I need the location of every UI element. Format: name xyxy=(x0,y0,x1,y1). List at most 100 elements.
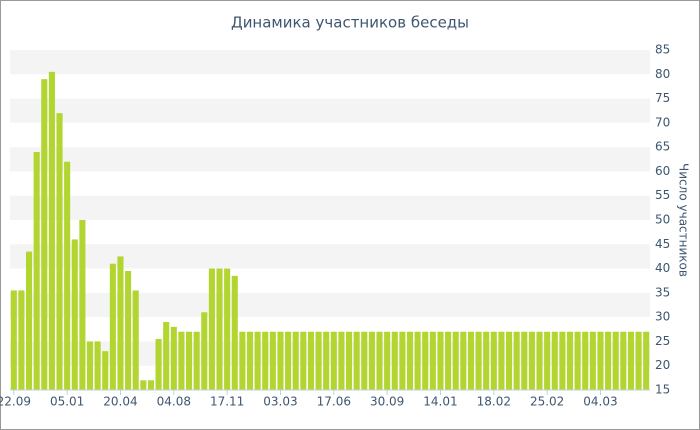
bar xyxy=(277,331,284,390)
bar xyxy=(41,79,48,391)
bar xyxy=(384,331,391,390)
bar xyxy=(338,331,345,390)
bar xyxy=(376,331,383,390)
bar xyxy=(79,220,86,390)
bar xyxy=(399,331,406,390)
bar xyxy=(414,331,421,390)
bar xyxy=(330,331,337,390)
x-tick-label: 18.02 xyxy=(477,395,511,409)
bar xyxy=(186,331,193,390)
bar xyxy=(109,263,116,390)
bar xyxy=(56,113,63,391)
y-tick-label: 30 xyxy=(655,310,670,324)
bar xyxy=(589,331,596,390)
x-tick-label: 04.03 xyxy=(583,395,617,409)
bar xyxy=(391,331,398,390)
bar xyxy=(224,268,231,390)
y-tick-label: 35 xyxy=(655,285,670,299)
bar xyxy=(231,275,238,390)
bar xyxy=(429,331,436,390)
bar xyxy=(155,339,162,390)
bar xyxy=(315,331,322,390)
grid-band xyxy=(10,292,650,318)
bar xyxy=(64,161,71,390)
bar xyxy=(163,322,170,390)
bar xyxy=(26,251,33,390)
bar xyxy=(536,331,543,390)
x-tick-label: 20.04 xyxy=(103,395,137,409)
bar xyxy=(506,331,513,390)
y-tick-label: 60 xyxy=(655,164,670,178)
bar xyxy=(635,331,642,390)
bar xyxy=(559,331,566,390)
bar xyxy=(178,331,185,390)
grid-band xyxy=(10,98,650,123)
bar xyxy=(94,341,101,390)
x-tick-label: 14.01 xyxy=(423,395,457,409)
y-tick-label: 75 xyxy=(655,91,670,105)
bar xyxy=(170,326,177,390)
bar xyxy=(513,331,520,390)
bar xyxy=(246,331,254,390)
bar xyxy=(125,271,132,390)
y-tick-label: 50 xyxy=(655,213,670,227)
bar xyxy=(86,341,94,390)
bar xyxy=(460,331,467,390)
bar xyxy=(201,312,208,390)
bar xyxy=(193,331,200,390)
y-tick-label: 70 xyxy=(655,115,670,129)
bar xyxy=(18,290,25,390)
bar xyxy=(346,331,353,390)
bar xyxy=(612,331,619,390)
bar xyxy=(269,331,276,390)
chart-title: Динамика участников беседы xyxy=(231,14,469,32)
bar xyxy=(102,351,109,390)
bar xyxy=(368,331,375,390)
x-tick-label: 30.09 xyxy=(370,395,404,409)
x-tick-label: 25.02 xyxy=(530,395,564,409)
x-tick-label: 04.08 xyxy=(157,395,191,409)
bar xyxy=(216,268,223,390)
bar xyxy=(285,331,292,390)
bar xyxy=(117,256,124,390)
grid-band xyxy=(10,50,650,75)
bar xyxy=(582,331,589,390)
bar xyxy=(292,331,299,390)
bar xyxy=(262,331,269,390)
bar xyxy=(445,331,452,390)
bar xyxy=(307,331,314,390)
x-tick-label: 03.03 xyxy=(263,395,297,409)
grid-band xyxy=(10,195,650,220)
y-tick-label: 25 xyxy=(655,334,670,348)
bar xyxy=(239,331,246,390)
bar xyxy=(140,380,147,390)
bar xyxy=(406,331,414,390)
bar xyxy=(544,331,551,390)
x-tick-label: 17.06 xyxy=(317,395,351,409)
y-tick-label: 80 xyxy=(655,67,670,81)
y-tick-label: 55 xyxy=(655,188,670,202)
bar xyxy=(437,331,444,390)
y-tick-label: 15 xyxy=(655,383,670,397)
grid-band xyxy=(10,341,650,366)
bar xyxy=(620,331,627,390)
bar xyxy=(467,331,474,390)
bar xyxy=(208,268,215,390)
bar xyxy=(605,331,612,390)
bar xyxy=(490,331,497,390)
bar xyxy=(643,331,650,390)
bar xyxy=(422,331,429,390)
bar xyxy=(147,380,154,390)
y-tick-label: 65 xyxy=(655,140,670,154)
y-tick-label: 85 xyxy=(655,43,670,57)
y-tick-label: 40 xyxy=(655,261,670,275)
bar xyxy=(574,331,581,390)
y-axis-label: Число участников xyxy=(677,163,691,277)
bar xyxy=(475,331,482,390)
bar xyxy=(323,331,330,390)
bar xyxy=(254,331,261,390)
bar xyxy=(597,331,604,390)
bar xyxy=(353,331,360,390)
bar xyxy=(528,331,535,390)
